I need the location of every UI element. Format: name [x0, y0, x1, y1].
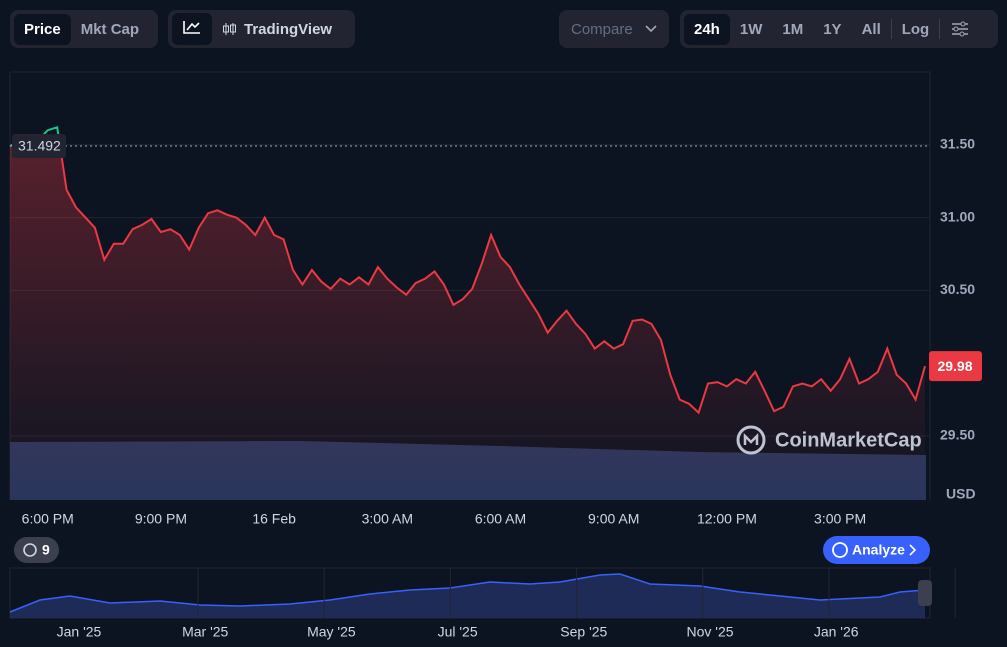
compare-label: Compare	[571, 20, 633, 38]
tab[interactable]: Mkt Cap	[80, 20, 140, 38]
navigator-label: Jul '25	[438, 624, 478, 640]
candle-icon	[223, 22, 236, 35]
analyze-chevron	[909, 544, 917, 556]
x-tick-label: 6:00 AM	[475, 511, 526, 527]
tool-group: TradingView	[168, 10, 355, 48]
last-price-badge	[929, 351, 982, 382]
y-tick-label: 31.00	[940, 208, 975, 224]
navigator-label: Nov '25	[686, 624, 733, 640]
history-count: 9	[42, 542, 50, 558]
analyze-label: Analyze	[852, 542, 905, 558]
navigator	[9, 567, 932, 619]
navigator-label: Jan '25	[57, 624, 102, 640]
reference-label: 31.492	[18, 138, 61, 154]
watermark: CoinMarketCap	[736, 425, 922, 455]
reference-badge	[12, 133, 66, 158]
x-tick-label: 12:00 PM	[697, 511, 757, 527]
y-tick-label: 31.50	[940, 135, 975, 151]
currency: USD	[946, 486, 976, 502]
x-tick-label: 9:00 PM	[135, 511, 187, 527]
y-tick-label: 29.50	[940, 427, 975, 443]
x-tick-label: 3:00 PM	[814, 511, 866, 527]
navigator-label: May '25	[307, 624, 356, 640]
price-line	[9, 145, 926, 415]
navigator-label: Sep '25	[560, 624, 607, 640]
chevron	[645, 25, 657, 33]
range[interactable]: 1M	[782, 20, 804, 38]
analyze-bg	[823, 536, 930, 564]
history-badge[interactable]: 9	[14, 537, 59, 563]
range-group: 24h 1W 1M 1Y All Log	[680, 10, 998, 48]
settings-icon[interactable]	[940, 20, 978, 38]
tab-group: Price Mkt Cap	[10, 10, 158, 48]
analyze-icon	[832, 542, 848, 558]
range[interactable]: 1Y	[823, 20, 842, 38]
x-tick-label: 6:00 PM	[22, 511, 74, 527]
navigator-handle[interactable]	[918, 580, 932, 606]
x-tick-label: 3:00 AM	[362, 511, 413, 527]
range[interactable]: 24h	[684, 13, 730, 45]
x-tick-label: 16 Feb	[252, 511, 296, 527]
tool-label: TradingView	[244, 20, 333, 38]
analyze-button[interactable]: Analyze	[823, 536, 930, 564]
y-tick-label: 30.50	[940, 281, 975, 297]
logo-mark	[743, 432, 759, 445]
navigator-label: Mar '25	[182, 624, 228, 640]
line-icon	[183, 21, 200, 34]
watermark-text: CoinMarketCap	[775, 429, 922, 451]
divider	[890, 19, 892, 39]
divider	[939, 19, 941, 39]
tab[interactable]: Price	[14, 13, 71, 45]
range[interactable]: Log	[901, 20, 930, 38]
range[interactable]: 1W	[739, 20, 763, 38]
last-price-label: 29.98	[937, 358, 972, 374]
logo	[736, 425, 766, 455]
tradingview-tool[interactable]: TradingView	[212, 14, 342, 45]
navigator-line	[9, 573, 926, 613]
navigator-label: Jan '26	[814, 624, 859, 640]
compare-button[interactable]: Compare	[559, 10, 669, 48]
range[interactable]: All	[861, 20, 881, 38]
line-tool[interactable]	[172, 13, 212, 45]
navigator-area	[10, 574, 925, 618]
x-tick-label: 9:00 AM	[588, 511, 639, 527]
clock-icon	[23, 543, 37, 557]
